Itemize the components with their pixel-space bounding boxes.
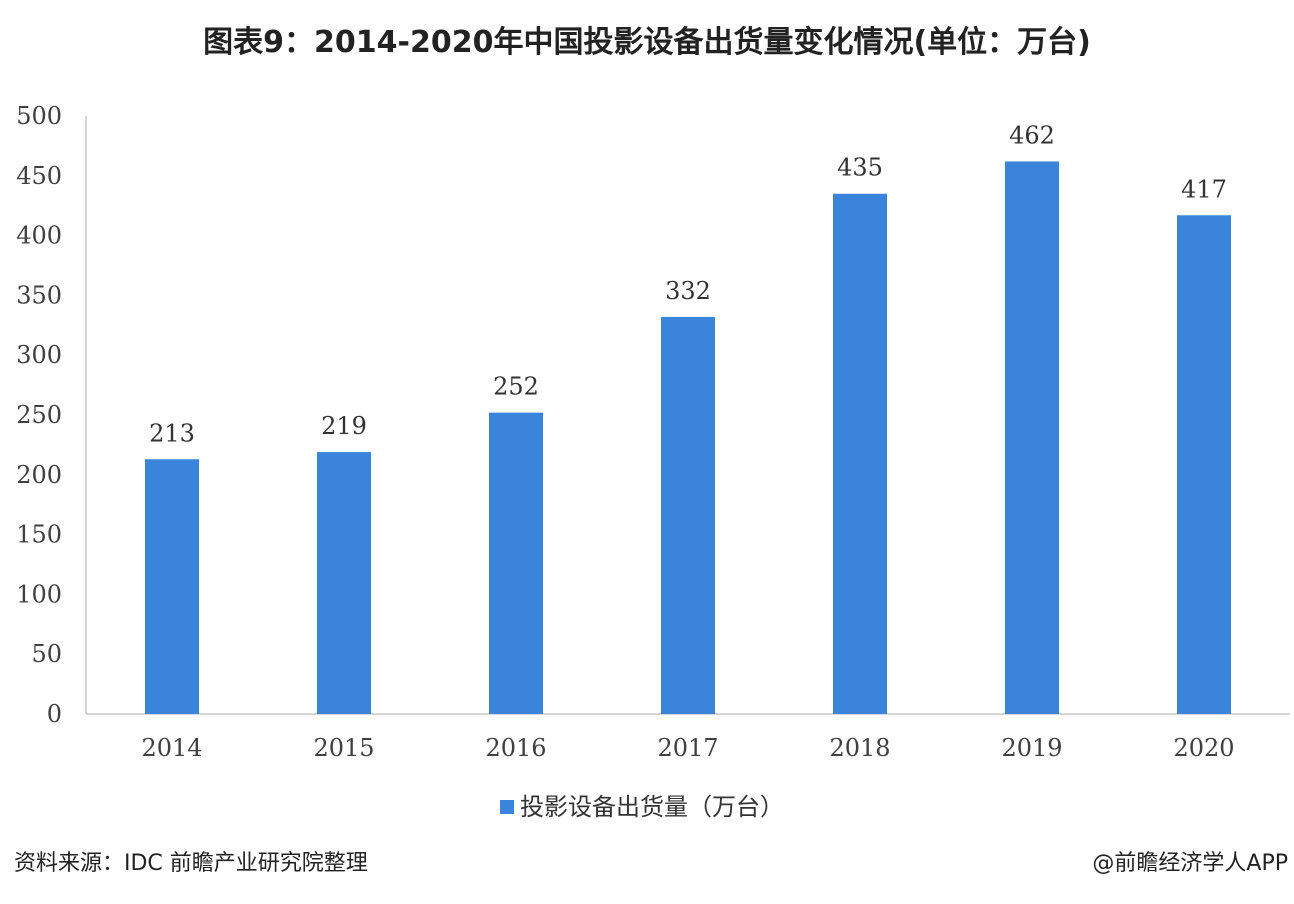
chart-title: 图表9：2014-2020年中国投影设备出货量变化情况(单位：万台) <box>203 25 1091 60</box>
data-label-2020: 417 <box>1181 175 1227 203</box>
data-label-2015: 219 <box>321 412 367 440</box>
y-tick-label: 500 <box>16 102 62 130</box>
credit-note: @前瞻经济学人APP <box>1092 851 1288 876</box>
x-tick-label-2019: 2019 <box>1001 734 1062 762</box>
bar-2017 <box>661 316 715 714</box>
bar-2014 <box>145 459 199 714</box>
y-tick-label: 50 <box>31 640 62 668</box>
legend-swatch <box>500 800 514 814</box>
legend: 投影设备出货量（万台） <box>500 793 784 821</box>
x-tick-label-2014: 2014 <box>141 734 202 762</box>
y-tick-label: 200 <box>16 461 62 489</box>
y-tick-label: 300 <box>16 341 62 369</box>
bar-2015 <box>317 452 371 714</box>
x-tick-label-2020: 2020 <box>1173 734 1234 762</box>
bar-2019 <box>1005 161 1059 714</box>
bars: 213 219 252 332 435 462 417 <box>145 121 1231 714</box>
bar-2016 <box>489 412 543 714</box>
source-note: 资料来源：IDC 前瞻产业研究院整理 <box>14 851 368 876</box>
data-label-2017: 332 <box>665 277 711 305</box>
x-tick-label-2016: 2016 <box>485 734 546 762</box>
y-tick-label: 150 <box>16 521 62 549</box>
bar-2018 <box>833 193 887 714</box>
data-label-2019: 462 <box>1009 121 1055 149</box>
x-tick-label-2017: 2017 <box>657 734 718 762</box>
bar-2020 <box>1177 215 1231 714</box>
y-tick-label: 250 <box>16 401 62 429</box>
y-tick-label: 350 <box>16 281 62 309</box>
x-axis: 2014 2015 2016 2017 2018 2019 2020 <box>141 734 1234 762</box>
y-tick-label: 450 <box>16 162 62 190</box>
y-axis: 0 50 100 150 200 250 300 350 400 450 500 <box>16 102 87 728</box>
y-tick-label: 100 <box>16 580 62 608</box>
legend-label: 投影设备出货量（万台） <box>520 793 784 821</box>
x-tick-label-2018: 2018 <box>829 734 890 762</box>
data-label-2016: 252 <box>493 373 539 401</box>
y-tick-label: 400 <box>16 222 62 250</box>
data-label-2018: 435 <box>837 154 883 182</box>
y-tick-label: 0 <box>47 700 62 728</box>
data-label-2014: 213 <box>149 419 195 447</box>
x-tick-label-2015: 2015 <box>313 734 374 762</box>
bar-chart: 0 50 100 150 200 250 300 350 400 450 500 213 219 252… <box>16 102 1290 821</box>
